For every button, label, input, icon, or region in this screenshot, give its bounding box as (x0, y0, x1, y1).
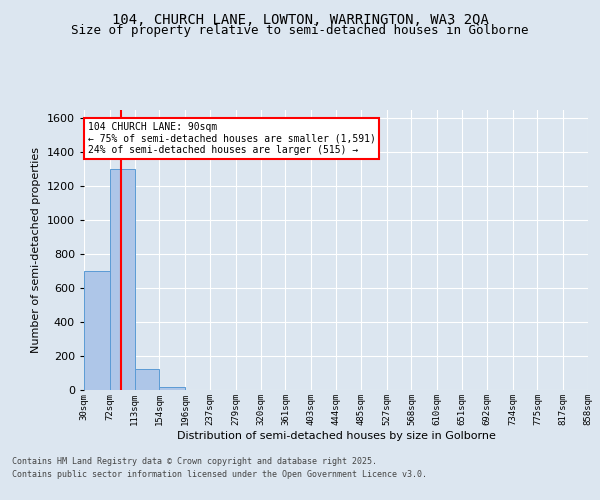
Bar (160, 386, 185, 390)
Text: Size of property relative to semi-detached houses in Golborne: Size of property relative to semi-detach… (71, 24, 529, 37)
Bar (84, 271, 110, 390)
Bar (134, 369, 160, 390)
Text: 104 CHURCH LANE: 90sqm
← 75% of semi-detached houses are smaller (1,591)
24% of : 104 CHURCH LANE: 90sqm ← 75% of semi-det… (88, 122, 376, 155)
Text: Contains public sector information licensed under the Open Government Licence v3: Contains public sector information licen… (12, 470, 427, 479)
Bar (110, 170, 134, 390)
Y-axis label: Number of semi-detached properties: Number of semi-detached properties (31, 147, 41, 353)
Text: Contains HM Land Registry data © Crown copyright and database right 2025.: Contains HM Land Registry data © Crown c… (12, 458, 377, 466)
X-axis label: Distribution of semi-detached houses by size in Golborne: Distribution of semi-detached houses by … (176, 430, 496, 440)
Text: 104, CHURCH LANE, LOWTON, WARRINGTON, WA3 2QA: 104, CHURCH LANE, LOWTON, WARRINGTON, WA… (112, 12, 488, 26)
